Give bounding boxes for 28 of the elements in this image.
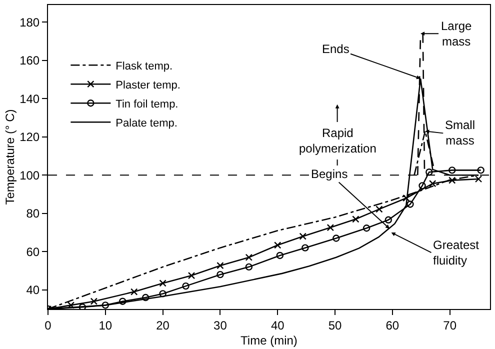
legend-label: Large mass xyxy=(441,19,472,49)
x-tick-label: 40 xyxy=(270,318,285,332)
annotation: Ends xyxy=(322,42,350,56)
y-tick-label: 140 xyxy=(20,92,40,106)
y-axis-title: Temperature (° C) xyxy=(2,109,17,205)
x-tick-label: 10 xyxy=(98,318,112,332)
x-tick-label: 20 xyxy=(156,318,170,332)
x-axis-title: Time (min) xyxy=(240,333,298,348)
legend-label: Flask temp. xyxy=(116,60,173,72)
legend-label: Plaster temp. xyxy=(116,79,180,92)
legend-label: Tin foil temp. xyxy=(116,98,178,110)
annotation: Begins xyxy=(311,167,348,181)
x-tick-label: 0 xyxy=(44,318,52,332)
y-tick-label: 180 xyxy=(20,15,40,30)
y-tick-label: 120 xyxy=(20,130,40,144)
y-tick-label: 60 xyxy=(26,244,40,259)
y-tick-label: 160 xyxy=(20,54,40,68)
x-tick-label: 50 xyxy=(328,318,342,332)
x-tick-label: 70 xyxy=(443,318,457,332)
y-tick-label: 80 xyxy=(26,206,40,221)
legend-label: Small mass xyxy=(445,118,476,148)
y-tick-label: 40 xyxy=(26,283,40,298)
annotation: Greatest fluidity xyxy=(433,238,480,268)
annotation: Rapid polymerization xyxy=(299,126,376,156)
x-tick-label: 30 xyxy=(214,318,228,332)
y-tick-label: 100 xyxy=(20,168,40,182)
legend-label: Palate temp. xyxy=(116,117,178,130)
x-tick-label: 60 xyxy=(386,318,400,332)
